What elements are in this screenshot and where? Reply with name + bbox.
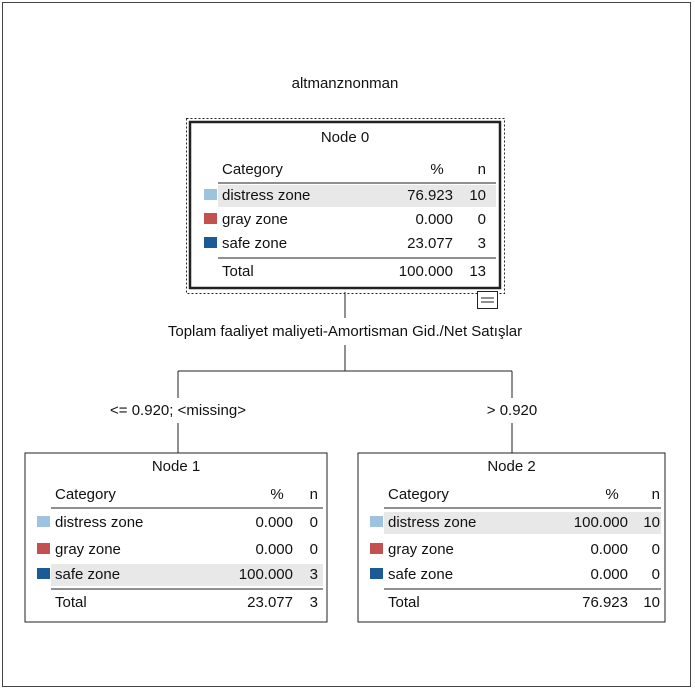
percent-cell: 100.000	[574, 514, 628, 531]
category-name: safe zone	[222, 235, 287, 252]
percent-cell: 0.000	[415, 211, 453, 228]
node-title: Node 2	[487, 458, 535, 475]
column-header: n	[652, 486, 660, 503]
column-header: n	[478, 161, 486, 178]
total-label: Total	[222, 263, 254, 280]
column-header: Category	[55, 486, 116, 503]
category-swatch	[204, 213, 217, 224]
split-label: Toplam faaliyet maliyeti-Amortisman Gid.…	[168, 323, 522, 340]
row-highlight	[218, 185, 496, 207]
selection-outline	[186, 118, 505, 294]
category-name: distress zone	[55, 514, 143, 531]
percent-cell: 0.000	[590, 566, 628, 583]
percent-cell: 76.923	[407, 187, 453, 204]
branch-label: > 0.920	[487, 402, 537, 419]
count-cell: 3	[310, 566, 318, 583]
row-highlight	[51, 564, 323, 586]
percent-cell: 0.000	[255, 541, 293, 558]
connectors	[177, 292, 513, 453]
category-swatch	[204, 189, 217, 200]
category-swatch	[370, 543, 383, 554]
category-name: gray zone	[55, 541, 121, 558]
column-header: %	[270, 486, 283, 503]
percent-cell: 23.077	[407, 235, 453, 252]
column-header: %	[605, 486, 618, 503]
node-title: Node 1	[152, 458, 200, 475]
category-name: gray zone	[388, 541, 454, 558]
count-cell: 10	[469, 187, 486, 204]
percent-cell: 100.000	[239, 566, 293, 583]
count-cell: 0	[310, 514, 318, 531]
collapse-icon	[477, 291, 498, 309]
branch-label: <= 0.920; <missing>	[110, 402, 246, 419]
total-percent: 23.077	[247, 594, 293, 611]
category-swatch	[37, 516, 50, 527]
count-cell: 0	[310, 541, 318, 558]
node-title: Node 0	[321, 129, 369, 146]
row-highlight	[384, 512, 661, 534]
node-box	[357, 452, 666, 623]
column-header: %	[430, 161, 443, 178]
count-cell: 0	[652, 566, 660, 583]
category-swatch	[37, 543, 50, 554]
category-swatch	[370, 516, 383, 527]
category-swatch	[37, 568, 50, 579]
column-header: Category	[222, 161, 283, 178]
category-name: safe zone	[388, 566, 453, 583]
category-name: distress zone	[222, 187, 310, 204]
percent-cell: 0.000	[255, 514, 293, 531]
category-swatch	[370, 568, 383, 579]
total-count: 10	[643, 594, 660, 611]
total-label: Total	[55, 594, 87, 611]
count-cell: 3	[478, 235, 486, 252]
total-percent: 76.923	[582, 594, 628, 611]
total-label: Total	[388, 594, 420, 611]
category-swatch	[204, 237, 217, 248]
category-name: safe zone	[55, 566, 120, 583]
category-name: distress zone	[388, 514, 476, 531]
count-cell: 0	[652, 541, 660, 558]
column-header: n	[310, 486, 318, 503]
total-percent: 100.000	[399, 263, 453, 280]
node-box	[24, 452, 328, 623]
count-cell: 10	[643, 514, 660, 531]
category-name: gray zone	[222, 211, 288, 228]
tree-title: altmanznonman	[292, 75, 399, 92]
percent-cell: 0.000	[590, 541, 628, 558]
total-count: 13	[469, 263, 486, 280]
count-cell: 0	[478, 211, 486, 228]
total-count: 3	[310, 594, 318, 611]
column-header: Category	[388, 486, 449, 503]
